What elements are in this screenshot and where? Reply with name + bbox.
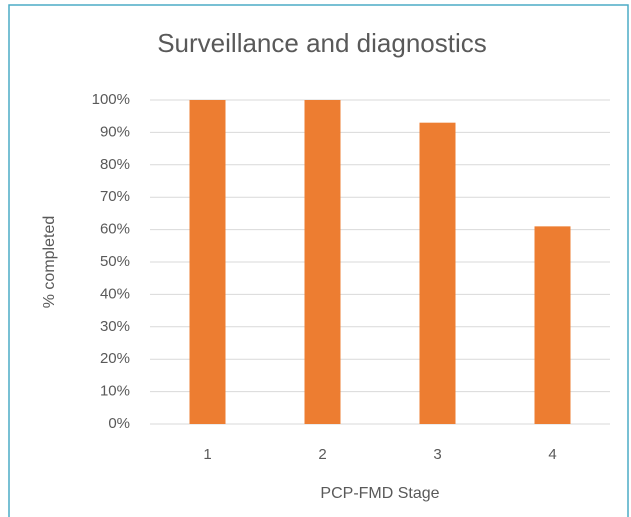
x-axis-label: PCP-FMD Stage (320, 485, 439, 502)
x-tick-label: 4 (548, 446, 556, 463)
chart-title: Surveillance and diagnostics (157, 28, 487, 58)
y-tick-label: 20% (100, 350, 130, 367)
y-tick-label: 30% (100, 318, 130, 335)
y-tick-label: 40% (100, 285, 130, 302)
y-tick-label: 0% (108, 415, 130, 432)
y-tick-label: 70% (100, 188, 130, 205)
bar (534, 226, 571, 424)
y-tick-label: 100% (92, 91, 130, 108)
y-tick-label: 80% (100, 156, 130, 173)
y-tick-label: 90% (100, 123, 130, 140)
x-tick-label: 2 (318, 446, 326, 463)
bar (419, 122, 456, 425)
bar (189, 100, 226, 424)
y-tick-label: 10% (100, 383, 130, 400)
y-axis-label: % completed (41, 216, 58, 309)
y-tick-label: 50% (100, 253, 130, 270)
bar (304, 100, 341, 424)
x-tick-label: 3 (433, 446, 441, 463)
y-tick-label: 60% (100, 221, 130, 238)
x-tick-label: 1 (203, 446, 211, 463)
